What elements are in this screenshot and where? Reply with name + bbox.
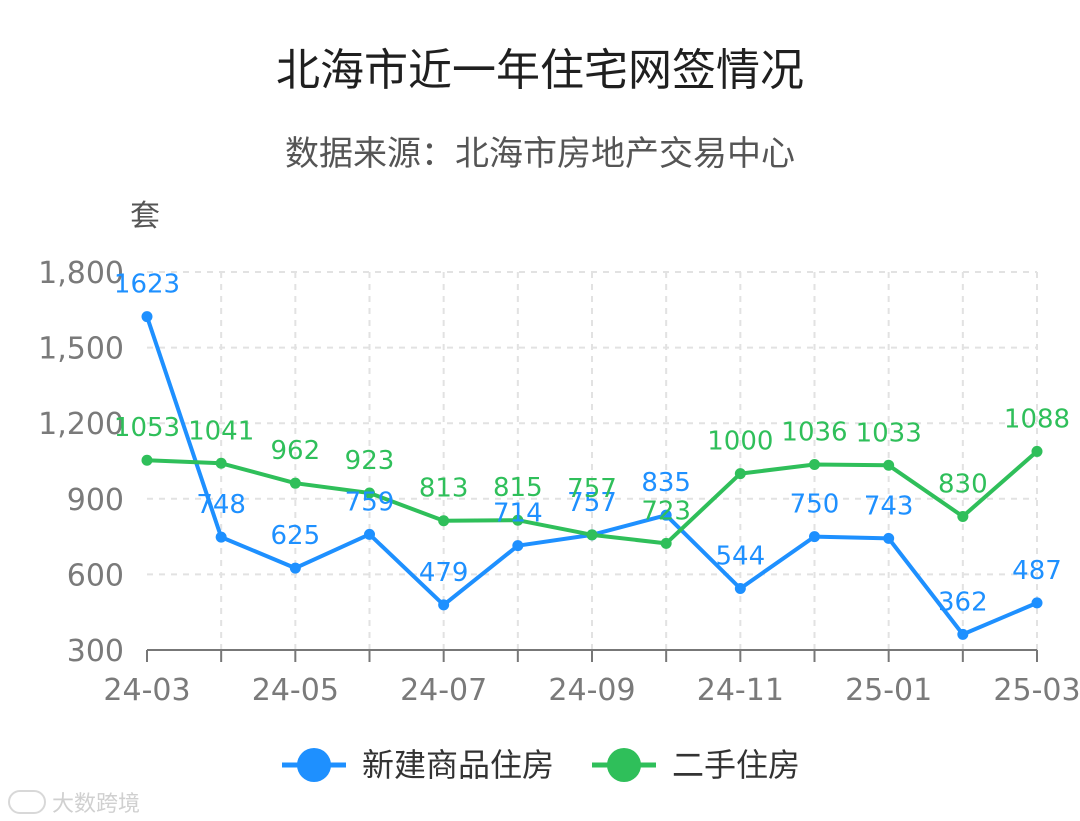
data-label: 748 — [196, 490, 246, 520]
data-label: 479 — [419, 558, 469, 588]
grid-layer — [147, 271, 1038, 650]
data-point — [289, 562, 301, 574]
data-label: 1041 — [188, 416, 254, 446]
data-label: 1036 — [781, 418, 847, 448]
data-point — [1031, 597, 1043, 609]
x-tick-label: 24-05 — [252, 673, 339, 708]
data-label: 362 — [938, 587, 988, 617]
x-tick-label: 25-01 — [845, 673, 932, 708]
data-label: 1088 — [1004, 404, 1070, 434]
data-point — [809, 459, 820, 471]
y-axis-unit: 套 — [130, 199, 160, 234]
x-tick-label: 24-11 — [697, 673, 784, 708]
legend: 新建商品住房 二手住房 — [282, 746, 800, 784]
legend-item-2: 二手住房 — [592, 746, 800, 784]
data-label: 813 — [419, 474, 469, 504]
data-point — [883, 459, 895, 471]
data-label: 487 — [1012, 556, 1062, 586]
data-point — [215, 457, 227, 469]
chart-subtitle: 数据来源：北海市房地产交易中心 — [285, 134, 795, 174]
y-tick-label: 300 — [67, 634, 124, 669]
data-point — [215, 531, 227, 543]
y-tick-label: 600 — [67, 558, 124, 593]
data-point — [289, 477, 301, 489]
data-label: 1033 — [856, 418, 922, 448]
chart-title: 北海市近一年住宅网签情况 — [276, 45, 804, 96]
data-point — [1031, 445, 1043, 457]
data-point — [141, 454, 153, 466]
data-label: 923 — [345, 446, 395, 476]
y-tick-label: 1,200 — [38, 407, 124, 442]
data-label: 1053 — [114, 413, 180, 443]
y-tick-label: 1,500 — [38, 332, 124, 367]
axis-layer: 300 600 900 1,200 1,500 1,800 24-03 24-05 24-07 2… — [38, 256, 1080, 708]
data-point — [438, 599, 450, 611]
watermark-text: 大数跨境 — [52, 792, 141, 817]
watermark-logo-icon — [8, 790, 46, 814]
series-layer — [141, 311, 1043, 640]
data-label: 743 — [864, 491, 914, 521]
data-point — [141, 311, 153, 323]
data-label: 962 — [271, 436, 321, 466]
watermark: 大数跨境 — [8, 786, 140, 818]
data-point — [660, 509, 672, 521]
y-tick-label: 1,800 — [38, 256, 124, 291]
legend-label: 新建商品住房 — [362, 746, 554, 784]
data-point — [809, 531, 820, 543]
data-point — [734, 583, 746, 595]
data-point — [734, 468, 746, 480]
data-label: 815 — [493, 473, 543, 503]
y-tick-label: 900 — [67, 483, 124, 518]
legend-item-1: 新建商品住房 — [282, 746, 554, 784]
data-point — [957, 510, 969, 522]
data-label: 625 — [271, 521, 321, 551]
data-label: 750 — [790, 490, 840, 520]
data-label: 723 — [641, 496, 691, 526]
data-point — [957, 628, 969, 640]
data-point — [586, 529, 598, 541]
data-point — [660, 537, 672, 549]
data-label: 544 — [716, 542, 766, 572]
data-point — [883, 532, 895, 544]
x-tick-label: 24-07 — [400, 673, 487, 708]
x-tick-label: 24-09 — [548, 673, 635, 708]
data-point — [364, 487, 375, 499]
data-point — [438, 515, 450, 527]
x-tick-label: 25-03 — [993, 673, 1080, 708]
legend-label: 二手住房 — [672, 746, 800, 784]
data-point — [512, 514, 524, 526]
legend-marker — [297, 748, 331, 782]
data-label: 714 — [493, 499, 543, 529]
data-label: 830 — [938, 469, 988, 499]
legend-marker — [607, 748, 641, 782]
data-label: 759 — [345, 487, 395, 517]
data-label: 1623 — [114, 270, 180, 300]
data-point — [512, 540, 524, 552]
data-label: 757 — [567, 474, 617, 504]
data-label: 835 — [641, 468, 691, 498]
data-label: 757 — [567, 488, 617, 518]
x-tick-label: 24-03 — [103, 673, 190, 708]
data-label-layer: 1623 748 625 759 479 714 757 835 544 750 743 362 487… — [114, 270, 1070, 618]
data-label: 1000 — [707, 427, 773, 457]
data-point — [364, 528, 375, 540]
